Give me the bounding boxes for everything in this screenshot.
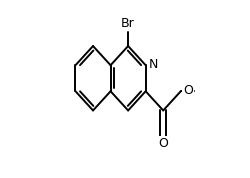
Text: O: O xyxy=(158,137,168,150)
Text: Br: Br xyxy=(121,17,135,30)
Text: O: O xyxy=(183,84,193,97)
Text: N: N xyxy=(148,58,158,71)
